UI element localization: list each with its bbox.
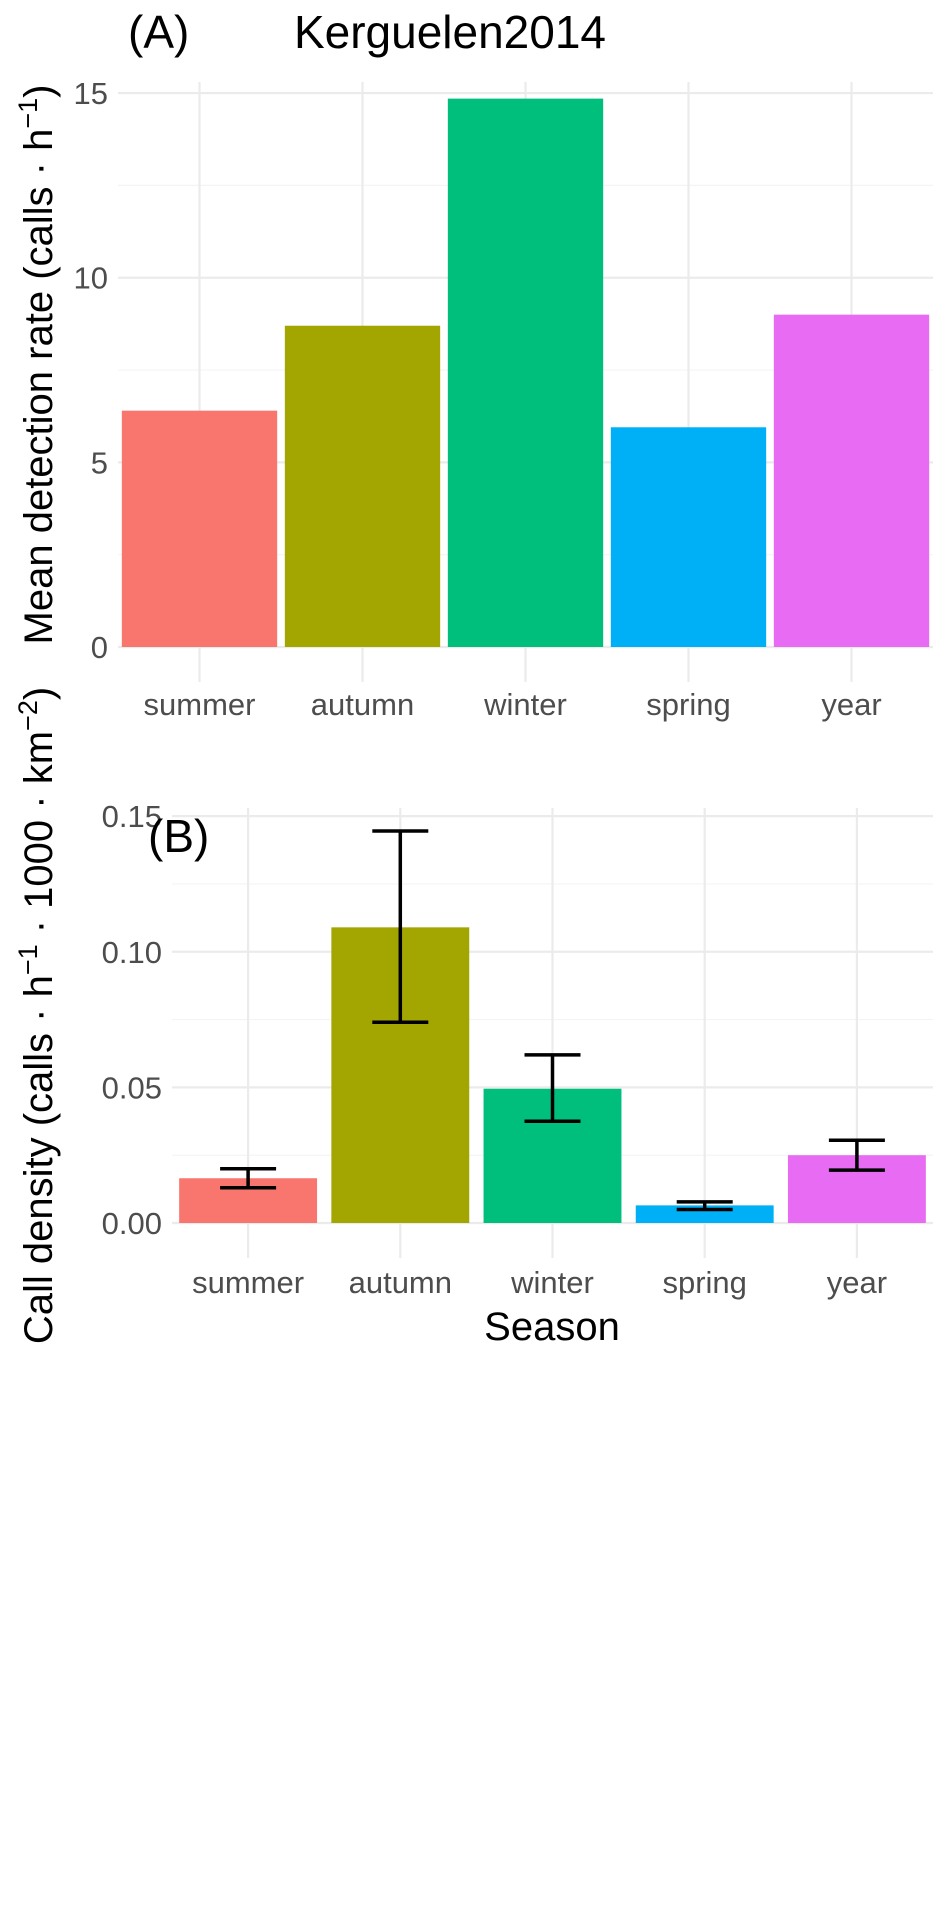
- error-bar-summer: [220, 1167, 277, 1190]
- bar-spring: [635, 1205, 774, 1223]
- x-tick-label-summer: summer: [144, 687, 256, 722]
- y-tick-label: 10: [74, 261, 108, 296]
- panel-b: 0.00 0.05 0.10 0.15 summer autumn winter spring…: [13, 687, 933, 1349]
- y-tick-label: 5: [91, 445, 108, 480]
- bar-spring: [610, 427, 767, 647]
- x-tick-label-year: year: [821, 687, 881, 722]
- y-tick-label: 0.10: [102, 935, 162, 970]
- y-tick-label: 0.05: [102, 1070, 162, 1105]
- x-tick-label-spring: spring: [646, 687, 730, 722]
- error-bar-year: [828, 1138, 885, 1172]
- x-tick-label-autumn: autumn: [349, 1265, 452, 1300]
- y-tick-label: 0.00: [102, 1206, 162, 1241]
- x-tick-label-summer: summer: [192, 1265, 304, 1300]
- bar-winter: [447, 98, 604, 647]
- y-axis-title: Call density (calls · h−1 · 1000 · km−2): [13, 687, 61, 1344]
- x-tick-label-winter: winter: [510, 1265, 594, 1300]
- chart-title: Kerguelen2014: [294, 6, 606, 58]
- panel-label: (A): [128, 6, 189, 58]
- x-tick-label-autumn: autumn: [311, 687, 414, 722]
- error-bar-autumn: [372, 829, 429, 1025]
- y-tick-label: 0.15: [102, 799, 162, 834]
- x-tick-label-winter: winter: [483, 687, 567, 722]
- panel-a: 0 5 10 15 summer autumn winter spring year Mean d…: [13, 6, 933, 722]
- bar-year: [773, 314, 930, 647]
- x-axis-title: Season: [484, 1305, 620, 1349]
- panel-label: (B): [148, 810, 209, 862]
- y-axis-title: Mean detection rate (calls · h−1): [13, 85, 61, 645]
- x-tick-label-spring: spring: [662, 1265, 746, 1300]
- error-bar-spring: [676, 1200, 733, 1212]
- bar-autumn: [284, 325, 441, 647]
- error-bar-winter: [524, 1053, 581, 1124]
- y-tick-label: 15: [74, 76, 108, 111]
- x-tick-label-year: year: [827, 1265, 887, 1300]
- y-tick-label: 0: [91, 630, 108, 665]
- bar-summer: [121, 410, 278, 647]
